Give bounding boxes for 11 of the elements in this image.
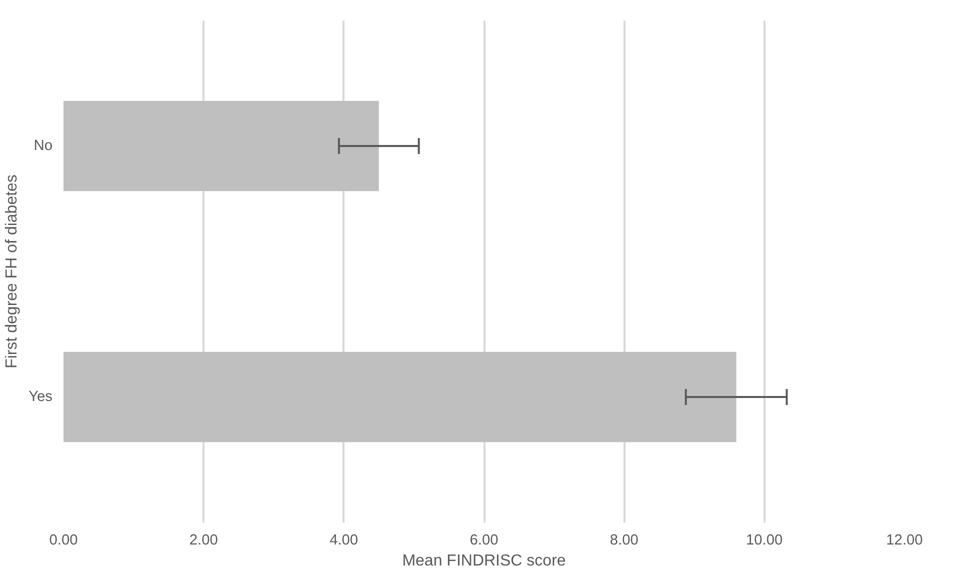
y-tick-label: Yes — [28, 389, 53, 405]
x-tick-label: 12.00 — [886, 532, 923, 548]
x-tick-label: 2.00 — [189, 532, 218, 548]
y-tick-label: No — [34, 138, 53, 154]
x-tick-label: 10.00 — [746, 532, 783, 548]
x-tick-label: 4.00 — [330, 532, 358, 548]
x-tick-label: 8.00 — [610, 532, 638, 548]
x-axis-title: Mean FINDRISC score — [402, 552, 566, 570]
x-tick-label: 0.00 — [49, 532, 78, 548]
x-tick-label: 6.00 — [470, 532, 498, 548]
y-axis-title: First degree FH of diabetes — [4, 174, 21, 368]
